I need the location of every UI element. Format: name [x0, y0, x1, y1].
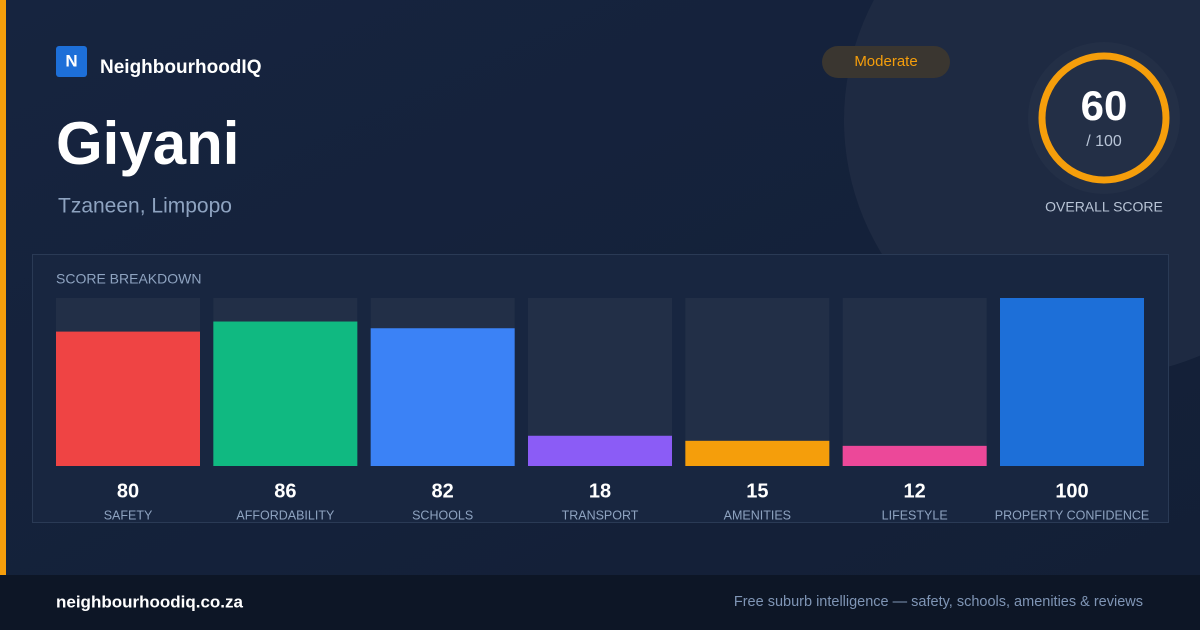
value-label: 18 — [589, 480, 611, 502]
score-scale: / 100 — [1086, 133, 1122, 150]
value-label: 86 — [274, 480, 296, 502]
title: Giyani — [56, 110, 239, 177]
bar — [56, 331, 200, 466]
bar-track — [842, 298, 987, 466]
logo-letter: N — [65, 51, 77, 70]
value-label: 100 — [1055, 480, 1088, 502]
accent-strip — [0, 0, 6, 575]
score-value: 60 — [1081, 82, 1128, 129]
footer-url: neighbourhoodiq.co.za — [56, 592, 244, 611]
bar — [842, 445, 987, 466]
score-ring — [1038, 52, 1170, 184]
bar — [1000, 298, 1144, 466]
category-label: TRANSPORT — [562, 508, 639, 522]
chart-title: SCORE BREAKDOWN — [56, 271, 201, 287]
value-label: 80 — [117, 480, 139, 502]
category-label: AMENITIES — [724, 508, 791, 522]
value-label: 82 — [432, 480, 454, 502]
value-label: 12 — [904, 480, 926, 502]
badge — [822, 46, 950, 78]
category-label: PROPERTY CONFIDENCE — [995, 508, 1149, 522]
bar — [528, 435, 672, 466]
category-label: SCHOOLS — [412, 508, 473, 522]
score-label: OVERALL SCORE — [1045, 199, 1163, 215]
bar — [213, 321, 358, 466]
category-label: SAFETY — [104, 508, 153, 522]
bar-track — [685, 298, 830, 466]
category-label: AFFORDABILITY — [236, 508, 335, 522]
badge-text: Moderate — [854, 53, 917, 70]
bar — [370, 328, 515, 466]
score-disc — [1028, 42, 1180, 194]
value-label: 15 — [746, 480, 768, 502]
subtitle: Tzaneen, Limpopo — [58, 195, 232, 218]
logo — [56, 46, 87, 77]
category-label: LIFESTYLE — [882, 508, 948, 522]
footer-bar — [0, 575, 1200, 630]
brand-name: NeighbourhoodIQ — [100, 57, 261, 78]
bar — [685, 440, 830, 466]
footer-tagline: Free suburb intelligence — safety, schoo… — [734, 594, 1143, 610]
